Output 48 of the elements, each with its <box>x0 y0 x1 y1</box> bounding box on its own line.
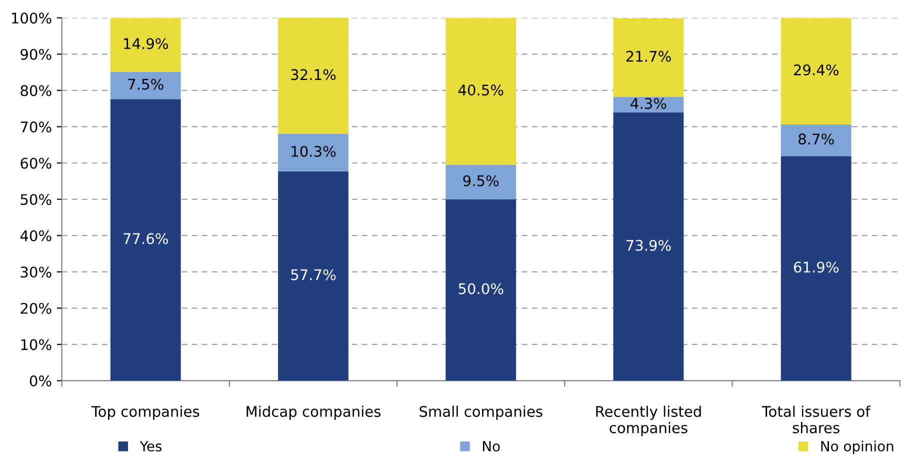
data-label: 8.7% <box>798 134 834 145</box>
y-tick-label: 40% <box>20 230 52 242</box>
y-tick-label: 0% <box>30 375 52 386</box>
bar <box>110 72 181 100</box>
bar <box>446 164 516 200</box>
data-label: 77.6% <box>124 233 168 244</box>
bar <box>278 18 348 134</box>
bar <box>278 171 348 381</box>
data-label: 40.5% <box>458 84 504 96</box>
x-tick-label: Total issuers of shares <box>762 406 871 434</box>
y-tick-label: 90% <box>20 48 52 60</box>
data-label: 10.3% <box>292 146 336 157</box>
data-label: 73.9% <box>626 240 671 251</box>
data-label: 7.5% <box>128 78 164 90</box>
data-label: 32.1% <box>291 69 336 80</box>
bar <box>110 99 181 381</box>
bar <box>613 112 684 381</box>
y-tick-label: 30% <box>20 266 52 278</box>
data-label: 21.7% <box>626 50 671 62</box>
x-tick-label: Small companies <box>420 406 542 420</box>
y-tick-label: 70% <box>20 121 52 132</box>
legend-label: No <box>483 441 500 452</box>
data-label: 29.4% <box>794 64 838 76</box>
bar <box>780 18 852 125</box>
legend-label: Yes <box>140 441 162 452</box>
bar <box>446 199 516 381</box>
y-tick-label: 60% <box>20 158 52 169</box>
y-tick-label: 50% <box>20 194 52 206</box>
data-label: 50.0% <box>458 283 504 294</box>
y-tick-label: 10% <box>21 339 52 350</box>
x-tick-label: Recently listed companies <box>596 406 701 436</box>
y-tick-label: 100% <box>12 12 52 24</box>
y-tick-label: 80% <box>20 85 52 96</box>
bar <box>613 18 684 97</box>
bar <box>780 156 852 381</box>
data-label: 9.5% <box>463 175 499 186</box>
bar <box>278 134 348 172</box>
x-tick-label: Top companies <box>91 406 200 420</box>
bar <box>110 18 181 72</box>
bar <box>780 124 852 156</box>
bar <box>446 18 516 165</box>
legend-label: No opinion <box>821 440 894 454</box>
data-label: 61.9% <box>794 262 838 273</box>
x-tick-label: Midcap companies <box>246 406 380 420</box>
data-label: 57.7% <box>291 269 336 280</box>
data-label: 4.3% <box>630 98 666 109</box>
data-label: 14.9% <box>124 38 168 50</box>
y-tick-label: 20% <box>20 302 52 314</box>
